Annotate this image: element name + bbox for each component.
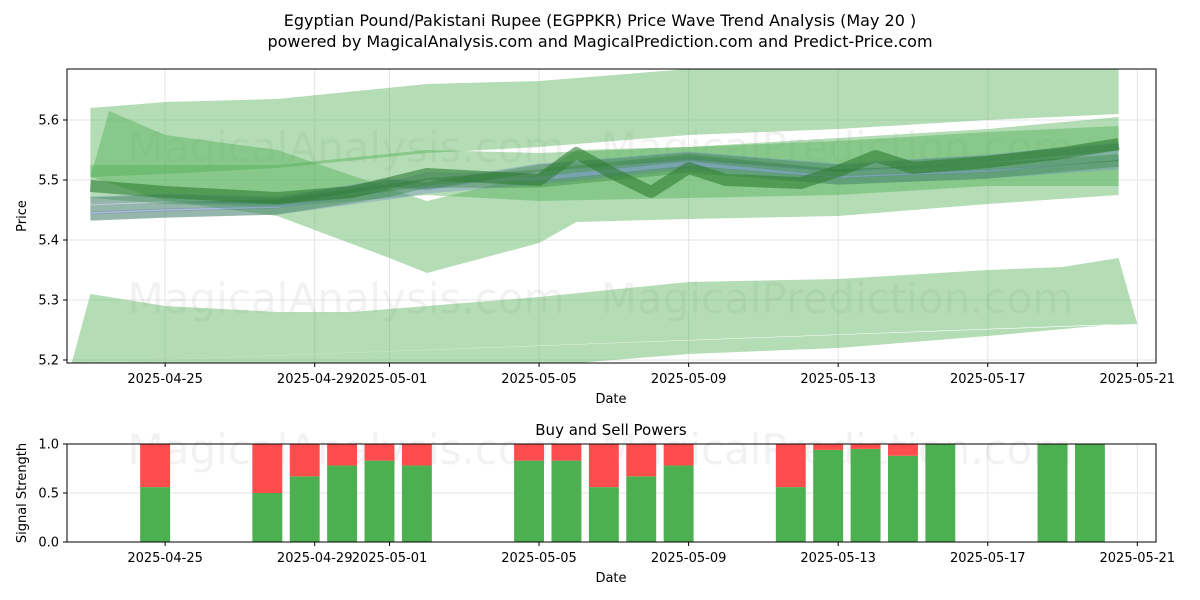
forecast-band-2: [90, 111, 1119, 273]
watermark-prediction-mid: MagicalPrediction.com: [601, 274, 1074, 323]
forecast-band-1: [90, 69, 1119, 177]
buy-power-bar: [888, 455, 918, 542]
chart-subtitle: powered by MagicalAnalysis.com and Magic…: [267, 32, 932, 51]
sell-power-bar: [514, 444, 545, 461]
buy-power-bar: [775, 487, 806, 542]
price-x-tick-label: 2025-04-25: [127, 372, 203, 387]
price-marks-group: [71, 69, 1138, 363]
price-x-tick-label: 2025-05-17: [950, 372, 1026, 387]
price-x-tick-label: 2025-05-09: [651, 372, 727, 387]
sell-power-bar: [327, 444, 358, 466]
price-plot-area: [67, 69, 1156, 363]
price-x-tick-label: 2025-05-21: [1100, 372, 1176, 387]
power-x-tick-label: 2025-05-01: [352, 551, 428, 566]
sell-power-bar: [626, 444, 657, 477]
power-x-tick-label: 2025-05-21: [1100, 551, 1176, 566]
power-chart-title: Buy and Sell Powers: [535, 421, 687, 439]
power-x-tick-label: 2025-05-17: [950, 551, 1026, 566]
sell-power-bar: [140, 444, 171, 488]
power-y-tick-label: 1.0: [38, 438, 59, 453]
buy-power-bar: [813, 449, 844, 542]
buy-power-bar: [289, 476, 320, 542]
buy-power-bar: [850, 448, 881, 542]
sell-power-bar: [289, 444, 320, 477]
sell-power-bar: [364, 444, 395, 461]
buy-power-bar: [1037, 444, 1068, 542]
power-y-tick-label: 0.5: [38, 487, 59, 502]
price-x-tick-label: 2025-05-13: [800, 372, 876, 387]
price-y-tick-label: 5.5: [38, 174, 59, 189]
buy-power-bar: [626, 476, 657, 542]
buy-power-bar: [663, 465, 694, 542]
median-trend-line: [89, 138, 1120, 204]
sell-power-bar: [888, 444, 918, 456]
sell-power-bar: [551, 444, 582, 461]
power-x-axis-label: Date: [595, 571, 626, 586]
buy-power-bar: [140, 487, 171, 542]
buy-power-bar: [1074, 444, 1105, 542]
sell-power-bar: [663, 444, 694, 466]
price-y-tick-label: 5.4: [38, 234, 59, 249]
price-x-tick-label: 2025-05-05: [501, 372, 577, 387]
buy-power-bar: [588, 487, 619, 542]
buy-power-bar: [925, 444, 956, 542]
sell-power-bar: [588, 444, 619, 488]
power-x-tick-label: 2025-04-25: [127, 551, 203, 566]
sell-power-bar: [850, 444, 881, 449]
buy-power-bar: [252, 493, 283, 542]
power-x-tick-label: 2025-05-13: [800, 551, 876, 566]
power-x-tick-label: 2025-05-05: [501, 551, 577, 566]
price-y-tick-label: 5.2: [38, 354, 59, 369]
sell-power-bar: [775, 444, 806, 488]
price-y-axis-label: Price: [15, 200, 30, 232]
sell-power-bar: [401, 444, 432, 466]
price-y-tick-label: 5.3: [38, 294, 59, 309]
power-y-axis-label: Signal Strength: [15, 443, 30, 543]
watermark-analysis-mid: MagicalAnalysis.com: [128, 274, 565, 323]
sell-power-bar: [252, 444, 283, 493]
price-x-tick-label: 2025-04-29: [277, 372, 353, 387]
buy-power-bar: [551, 460, 582, 542]
forecast-band-4: [71, 258, 1138, 363]
power-y-tick-label: 0.0: [38, 536, 59, 551]
price-y-tick-label: 5.6: [38, 114, 59, 129]
power-x-tick-label: 2025-05-09: [651, 551, 727, 566]
chart-title: Egyptian Pound/Pakistani Rupee (EGPPKR) …: [284, 11, 916, 30]
power-x-tick-label: 2025-04-29: [277, 551, 353, 566]
wave-line-3: [90, 160, 1119, 221]
buy-power-bar: [327, 465, 358, 542]
price-x-axis-label: Date: [595, 392, 626, 407]
watermark-analysis-top: MagicalAnalysis.com: [128, 123, 565, 172]
buy-power-bar: [514, 460, 545, 542]
price-plot-frame: [66, 68, 1157, 364]
buy-power-bar: [401, 465, 432, 542]
price-x-tick-label: 2025-05-01: [352, 372, 428, 387]
buy-power-bar: [364, 460, 395, 542]
sell-power-bar: [813, 444, 844, 450]
wave-trend-line-1: [90, 159, 1119, 221]
